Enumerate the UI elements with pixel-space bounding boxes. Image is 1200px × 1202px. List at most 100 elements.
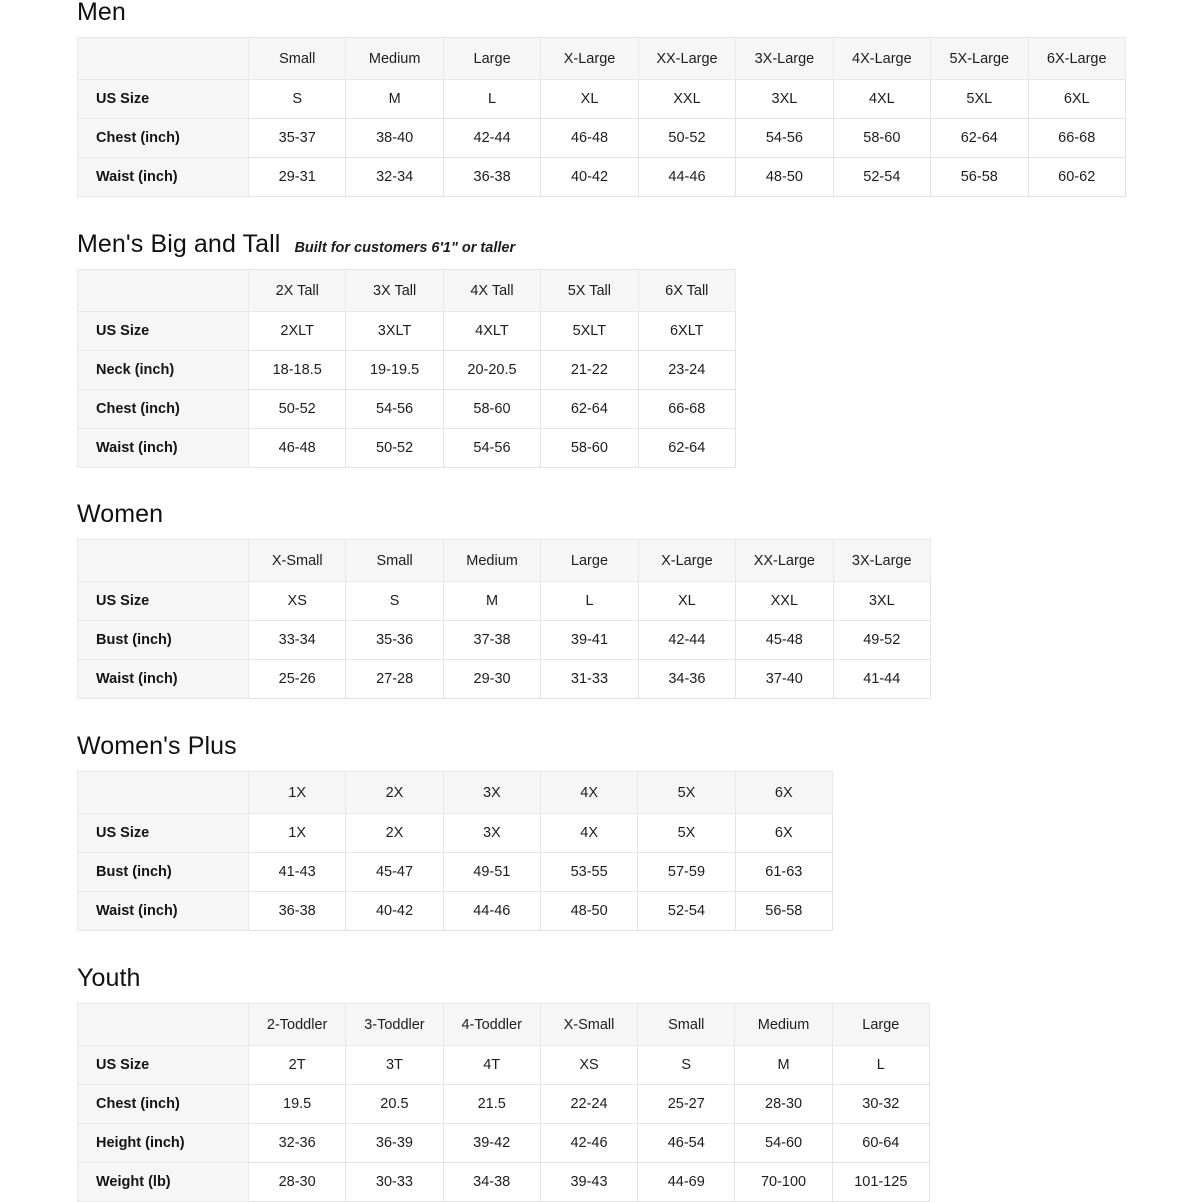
column-header: 3X-Large bbox=[832, 539, 931, 582]
table-body: US Size 2T 3T 4T XS S M L Chest (inch) 19.5 20.5 21… bbox=[77, 1045, 930, 1202]
column-header: 5X-Large bbox=[930, 37, 1029, 80]
section-header-women: Women bbox=[77, 502, 931, 527]
table-cell: 54-56 bbox=[735, 118, 834, 158]
table-row: Chest (inch) 50-52 54-56 58-60 62-64 66-68 bbox=[77, 389, 736, 429]
table-cell: S bbox=[345, 581, 444, 621]
table-cell: 35-36 bbox=[345, 620, 444, 660]
table-cell: 30-32 bbox=[831, 1084, 930, 1124]
table-cell: 6XL bbox=[1027, 79, 1126, 119]
table-corner-cell bbox=[77, 1003, 249, 1046]
table-cell: 4XLT bbox=[442, 311, 542, 351]
table-cell: 39-43 bbox=[539, 1162, 639, 1202]
table-cell: 49-51 bbox=[442, 852, 541, 892]
section-youth: Youth 2-Toddler 3-Toddler 4-Toddler X-Small… bbox=[0, 966, 930, 1202]
section-title-womens-plus: Women's Plus bbox=[77, 732, 237, 760]
table-cell: 45-48 bbox=[735, 620, 834, 660]
table-cell: XXL bbox=[637, 79, 737, 119]
table-cell: M bbox=[345, 79, 444, 119]
table-cell: 48-50 bbox=[735, 157, 834, 197]
table-cell: 3XL bbox=[832, 581, 931, 621]
table-cell: 70-100 bbox=[734, 1162, 833, 1202]
table-cell: 38-40 bbox=[345, 118, 444, 158]
section-womens-plus: Women's Plus 1X 2X 3X 4X 5X 6X US Size 1X 2X 3X 4… bbox=[0, 734, 833, 931]
column-header: Small bbox=[637, 1003, 736, 1046]
column-header: Large bbox=[442, 37, 542, 80]
table-cell: 45-47 bbox=[345, 852, 444, 892]
section-men: Men Small Medium Large X-Large XX-Large 3X-La… bbox=[0, 0, 1126, 197]
row-label: Chest (inch) bbox=[77, 389, 249, 429]
size-table-youth: 2-Toddler 3-Toddler 4-Toddler X-Small Small M… bbox=[77, 1003, 930, 1202]
table-cell: 5XL bbox=[930, 79, 1029, 119]
table-row: US Size S M L XL XXL 3XL 4XL 5XL 6XL bbox=[77, 79, 1126, 119]
section-women: Women X-Small Small Medium Large X-Large XX-L… bbox=[0, 502, 931, 699]
table-cell: 46-48 bbox=[540, 118, 639, 158]
table-cell: 58-60 bbox=[442, 389, 542, 429]
table-cell: 19.5 bbox=[247, 1084, 347, 1124]
table-cell: 46-54 bbox=[637, 1123, 736, 1163]
table-corner-cell bbox=[77, 539, 249, 582]
section-subtitle-mens-big-and-tall: Built for customers 6'1" or taller bbox=[294, 240, 516, 256]
column-header: 5X Tall bbox=[540, 269, 639, 312]
column-header: 3X-Large bbox=[735, 37, 834, 80]
table-row: US Size 1X 2X 3X 4X 5X 6X bbox=[77, 813, 833, 853]
table-cell: 30-33 bbox=[345, 1162, 444, 1202]
section-header-youth: Youth bbox=[77, 966, 930, 991]
row-label: US Size bbox=[77, 581, 249, 621]
table-cell: 58-60 bbox=[540, 428, 639, 468]
row-label: US Size bbox=[77, 813, 249, 853]
row-label: Chest (inch) bbox=[77, 118, 249, 158]
table-cell: 40-42 bbox=[345, 891, 444, 931]
table-cell: 41-43 bbox=[247, 852, 347, 892]
table-cell: 57-59 bbox=[637, 852, 736, 892]
table-cell: 50-52 bbox=[637, 118, 737, 158]
table-cell: 5X bbox=[637, 813, 736, 853]
column-header: 3X bbox=[442, 771, 541, 814]
size-table-mens-big-and-tall: 2X Tall 3X Tall 4X Tall 5X Tall 6X Tall US S… bbox=[77, 269, 736, 468]
size-table-men: Small Medium Large X-Large XX-Large 3X-Large 4… bbox=[77, 37, 1126, 197]
row-label: Waist (inch) bbox=[77, 891, 249, 931]
table-cell: 36-38 bbox=[442, 157, 542, 197]
table-cell: 3X bbox=[442, 813, 541, 853]
table-head: X-Small Small Medium Large X-Large XX-Large 3X… bbox=[77, 539, 931, 582]
table-header-row: 2-Toddler 3-Toddler 4-Toddler X-Small Small M… bbox=[77, 1003, 930, 1046]
column-header: 4X Tall bbox=[442, 269, 542, 312]
section-title-youth: Youth bbox=[77, 964, 141, 992]
table-cell: 60-64 bbox=[831, 1123, 930, 1163]
column-header: 6X Tall bbox=[637, 269, 736, 312]
row-label: Waist (inch) bbox=[77, 428, 249, 468]
table-cell: 22-24 bbox=[539, 1084, 639, 1124]
table-cell: 56-58 bbox=[734, 891, 833, 931]
table-cell: 23-24 bbox=[637, 350, 736, 390]
column-header: Medium bbox=[734, 1003, 833, 1046]
column-header: 3-Toddler bbox=[345, 1003, 444, 1046]
row-label: Height (inch) bbox=[77, 1123, 249, 1163]
table-row: Bust (inch) 33-34 35-36 37-38 39-41 42-44 45-4… bbox=[77, 620, 931, 660]
row-label: Neck (inch) bbox=[77, 350, 249, 390]
table-cell: 6XLT bbox=[637, 311, 736, 351]
table-row: US Size 2T 3T 4T XS S M L bbox=[77, 1045, 930, 1085]
table-cell: 54-60 bbox=[734, 1123, 833, 1163]
table-cell: 21.5 bbox=[442, 1084, 541, 1124]
table-cell: 32-36 bbox=[247, 1123, 347, 1163]
table-cell: 3T bbox=[345, 1045, 444, 1085]
table-cell: 52-54 bbox=[637, 891, 736, 931]
table-header-row: X-Small Small Medium Large X-Large XX-Large 3X… bbox=[77, 539, 931, 582]
table-row: Waist (inch) 46-48 50-52 54-56 58-60 62-64 bbox=[77, 428, 736, 468]
column-header: XX-Large bbox=[637, 37, 737, 80]
table-header-row: 2X Tall 3X Tall 4X Tall 5X Tall 6X Tall bbox=[77, 269, 736, 312]
table-row: Waist (inch) 25-26 27-28 29-30 31-33 34-36 37-… bbox=[77, 659, 931, 699]
table-corner-cell bbox=[77, 37, 249, 80]
row-label: US Size bbox=[77, 1045, 249, 1085]
table-cell: 36-39 bbox=[345, 1123, 444, 1163]
table-cell: 48-50 bbox=[539, 891, 639, 931]
table-cell: 66-68 bbox=[637, 389, 736, 429]
table-row: Neck (inch) 18-18.5 19-19.5 20-20.5 21-22 23-… bbox=[77, 350, 736, 390]
row-label: Bust (inch) bbox=[77, 620, 249, 660]
table-cell: 44-46 bbox=[637, 157, 737, 197]
table-cell: 29-31 bbox=[247, 157, 347, 197]
column-header: 5X bbox=[637, 771, 736, 814]
table-cell: 25-27 bbox=[637, 1084, 736, 1124]
section-header-womens-plus: Women's Plus bbox=[77, 734, 833, 759]
table-cell: 37-40 bbox=[735, 659, 834, 699]
table-cell: 2X bbox=[345, 813, 444, 853]
